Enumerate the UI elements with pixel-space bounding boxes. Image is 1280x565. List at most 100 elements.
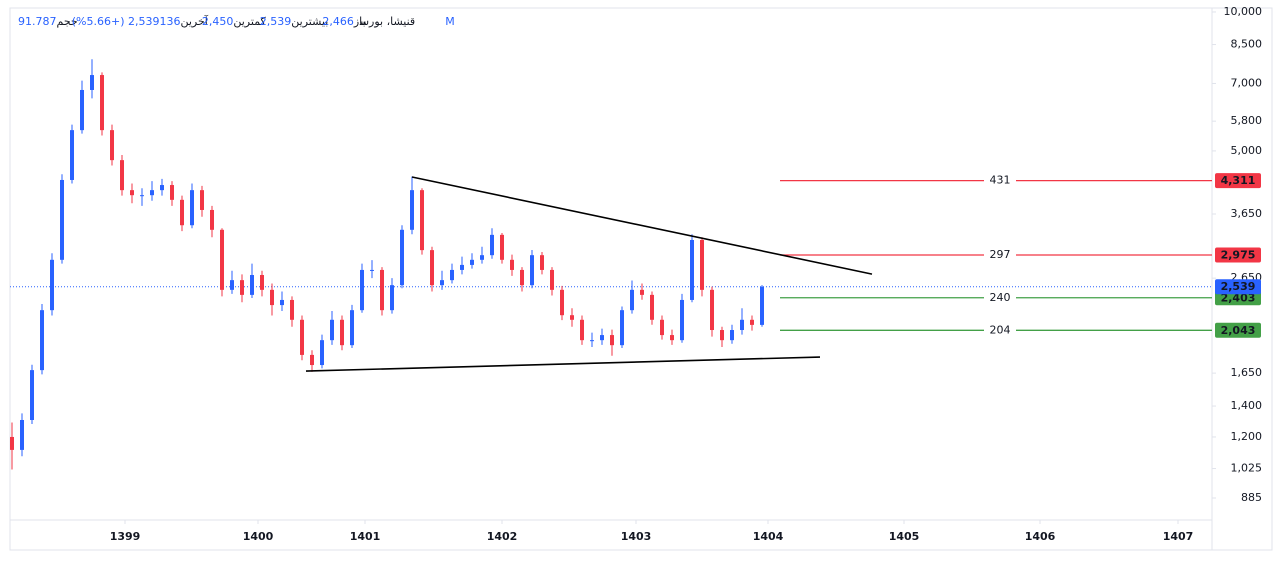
candle-body xyxy=(570,315,574,320)
level-tag: 431 xyxy=(990,174,1011,187)
candle-body xyxy=(610,335,614,346)
candle-body xyxy=(170,185,174,200)
y-tick-label: 3,650 xyxy=(1231,207,1263,220)
candle-body xyxy=(650,294,654,320)
candle-body xyxy=(590,340,594,342)
candle-body xyxy=(410,190,414,230)
candle-body xyxy=(700,239,704,290)
candle-body xyxy=(80,89,84,131)
candle-body xyxy=(470,259,474,265)
candle-body xyxy=(240,280,244,295)
candle-body xyxy=(270,289,274,306)
candle-body xyxy=(220,229,224,290)
x-tick-label: 1406 xyxy=(1025,530,1056,543)
candle-body xyxy=(540,255,544,270)
candle-body xyxy=(40,310,44,371)
x-tick-label: 1405 xyxy=(889,530,920,543)
y-tick-label: 5,800 xyxy=(1231,114,1263,127)
header: قنیشا، بورسباز2,466بیشترین2,539کمترین2,4… xyxy=(18,14,455,28)
candle-body xyxy=(690,239,694,300)
x-tick-label: 1402 xyxy=(487,530,518,543)
candle-body xyxy=(180,199,184,226)
x-tick-label: 1407 xyxy=(1163,530,1194,543)
candle-body xyxy=(150,190,154,196)
header-label: باز xyxy=(353,15,367,28)
x-tick-label: 1399 xyxy=(110,530,141,543)
candle-body xyxy=(320,340,324,366)
x-tick-label: 1404 xyxy=(753,530,784,543)
x-tick-label: 1400 xyxy=(243,530,274,543)
candle-body xyxy=(450,269,454,281)
candle-body xyxy=(480,255,484,260)
y-tick-label: 8,500 xyxy=(1231,38,1263,51)
candle-body xyxy=(250,275,254,295)
candle-body xyxy=(460,264,464,270)
candle-body xyxy=(70,130,74,180)
candle-body xyxy=(680,299,684,341)
y-tick-label: 1,400 xyxy=(1231,399,1263,412)
x-tick-label: 1401 xyxy=(350,530,381,543)
candle-body xyxy=(360,269,364,311)
candle-body xyxy=(630,289,634,311)
candle-body xyxy=(550,269,554,290)
candle-body xyxy=(660,319,664,336)
candle-body xyxy=(130,190,134,196)
candle-body xyxy=(390,285,394,311)
symbol: قنیشا، بورس xyxy=(359,15,415,28)
candle-body xyxy=(500,234,504,260)
header-label: آخرین xyxy=(181,14,209,28)
candle-body xyxy=(60,179,64,260)
candle-body xyxy=(760,286,764,325)
header-value: 136 (+5.66%) xyxy=(72,15,181,28)
y-tick-label: 1,025 xyxy=(1231,462,1263,475)
candle-body xyxy=(440,280,444,286)
candle-body xyxy=(510,259,514,270)
x-tick-label: 1403 xyxy=(621,530,652,543)
y-tick-label: 10,000 xyxy=(1224,5,1263,18)
price-badge-label: 2,403 xyxy=(1221,291,1256,304)
candle-body xyxy=(310,354,314,366)
candle-body xyxy=(290,299,294,320)
candle-body xyxy=(100,75,104,131)
candle-body xyxy=(420,190,424,251)
header-value: 2,466 xyxy=(322,15,354,28)
trendline xyxy=(411,176,873,275)
price-badge-label: 2,975 xyxy=(1221,248,1256,261)
candle-body xyxy=(280,299,284,306)
price-badge xyxy=(1215,322,1261,338)
candle-body xyxy=(430,250,434,286)
level-tag-bg xyxy=(984,247,1016,262)
price-badge xyxy=(1215,173,1261,189)
candle-body xyxy=(620,310,624,346)
frame xyxy=(9,7,1273,551)
header-label: حجم xyxy=(57,15,78,28)
candle-body xyxy=(400,229,404,286)
price-badge-label: 4,311 xyxy=(1221,174,1256,187)
header-text: قنیشا، بورسباز2,466بیشترین2,539کمترین2,4… xyxy=(18,14,455,28)
trendline xyxy=(305,356,821,372)
candle-body xyxy=(30,370,34,420)
level-tag-bg xyxy=(984,173,1016,188)
candle-body xyxy=(350,310,354,346)
candle-body xyxy=(50,259,54,311)
candle-body xyxy=(530,255,534,286)
candle-body xyxy=(730,330,734,341)
candle-body xyxy=(300,319,304,355)
level-tag: 204 xyxy=(990,323,1011,336)
price-badge-label: 2,043 xyxy=(1221,324,1256,337)
candle-body xyxy=(710,289,714,331)
candle-body xyxy=(90,75,94,90)
candle-body xyxy=(520,269,524,286)
candle-body xyxy=(380,269,384,311)
candle-body xyxy=(190,190,194,226)
candle-body xyxy=(600,335,604,341)
header-value: 2,450 xyxy=(202,15,234,28)
header-label: بیشترین xyxy=(291,15,328,28)
level-tag-bg xyxy=(984,290,1016,305)
price-badge-label: 2,539 xyxy=(1221,280,1256,293)
candle-body xyxy=(750,319,754,325)
candle-body xyxy=(720,330,724,341)
candle-body xyxy=(490,234,494,256)
candle-body xyxy=(230,280,234,290)
